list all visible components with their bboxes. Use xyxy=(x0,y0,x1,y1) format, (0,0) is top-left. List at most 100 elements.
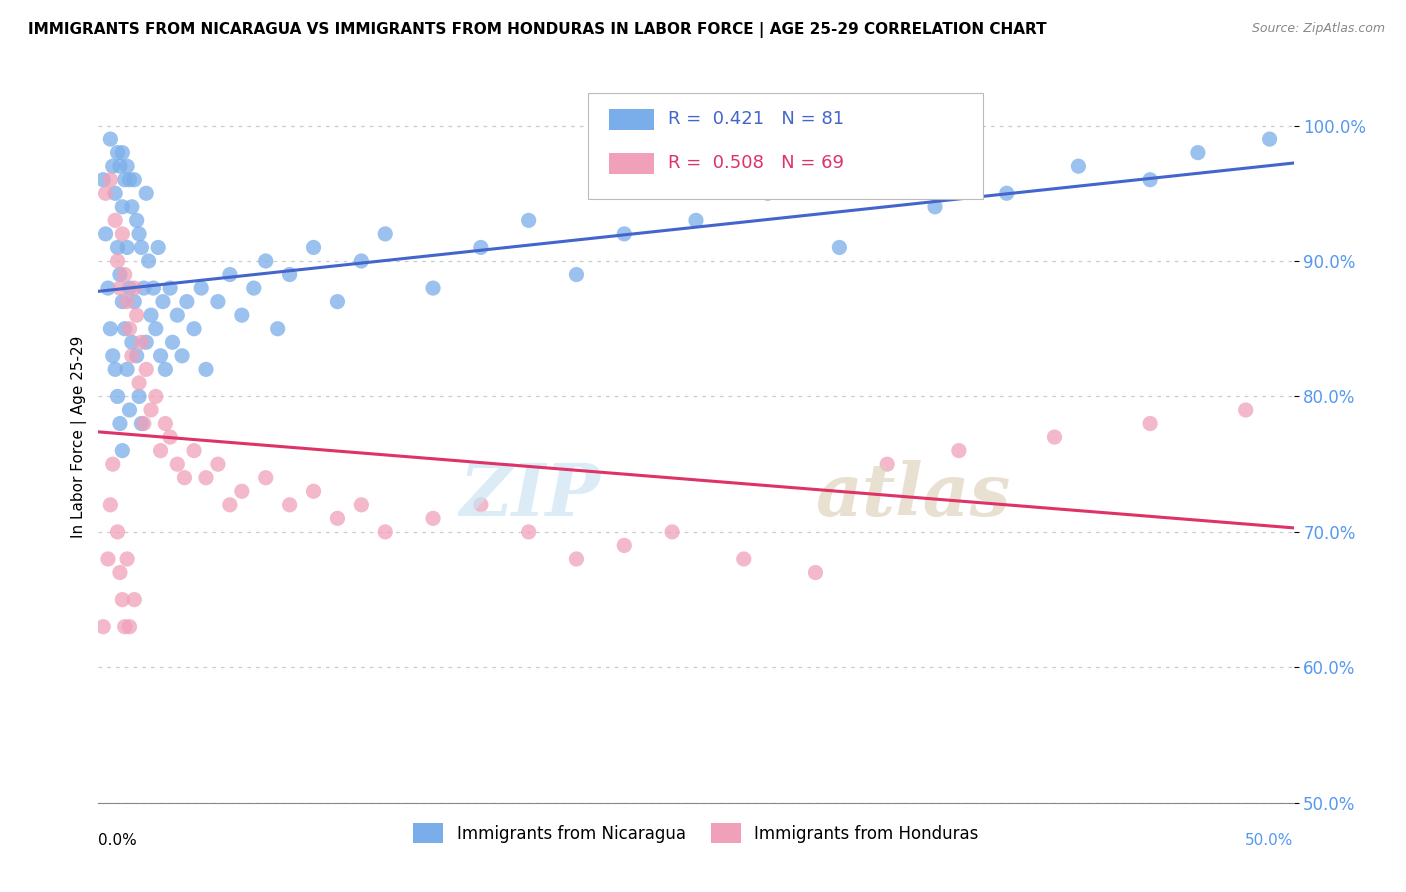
Point xyxy=(104,186,127,201)
Point xyxy=(138,254,160,268)
Point xyxy=(149,443,172,458)
Point xyxy=(422,281,444,295)
Point xyxy=(114,620,136,634)
FancyBboxPatch shape xyxy=(609,153,654,174)
Point xyxy=(94,227,117,241)
Point xyxy=(207,294,229,309)
Point xyxy=(1234,403,1257,417)
Point xyxy=(128,227,150,241)
Point xyxy=(101,159,124,173)
Point xyxy=(125,308,148,322)
Point xyxy=(374,524,396,539)
Point xyxy=(101,349,124,363)
Point xyxy=(828,240,851,254)
Point xyxy=(155,362,177,376)
Point xyxy=(948,443,970,458)
Point xyxy=(350,254,373,268)
Point xyxy=(111,200,134,214)
Point xyxy=(470,240,492,254)
Point xyxy=(98,498,122,512)
Point xyxy=(159,430,181,444)
Text: R =  0.508   N = 69: R = 0.508 N = 69 xyxy=(668,153,845,172)
Point xyxy=(91,620,114,634)
Point xyxy=(162,335,184,350)
Point xyxy=(128,389,150,403)
Text: 50.0%: 50.0% xyxy=(1246,833,1294,848)
Point xyxy=(131,335,153,350)
Point xyxy=(98,132,122,146)
Point xyxy=(139,403,162,417)
Point xyxy=(101,457,124,471)
Point xyxy=(114,322,136,336)
Point xyxy=(195,362,218,376)
Point xyxy=(142,281,165,295)
Point xyxy=(135,335,157,350)
FancyBboxPatch shape xyxy=(589,94,983,200)
Point xyxy=(135,186,157,201)
Point xyxy=(97,552,120,566)
Point xyxy=(107,389,129,403)
Point xyxy=(254,471,277,485)
Point xyxy=(219,498,242,512)
Point xyxy=(97,281,120,295)
Point xyxy=(565,552,588,566)
Point xyxy=(756,186,779,201)
Point xyxy=(118,281,141,295)
Point xyxy=(91,172,114,186)
Point xyxy=(1067,159,1090,173)
Point xyxy=(190,281,212,295)
Point xyxy=(125,213,148,227)
Point xyxy=(302,484,325,499)
Point xyxy=(131,240,153,254)
Point xyxy=(115,552,138,566)
Point xyxy=(613,538,636,552)
Point xyxy=(108,159,131,173)
Point xyxy=(121,335,143,350)
Point xyxy=(115,362,138,376)
Point xyxy=(685,213,707,227)
FancyBboxPatch shape xyxy=(609,110,654,130)
Point xyxy=(131,417,153,431)
Point xyxy=(470,498,492,512)
Text: Source: ZipAtlas.com: Source: ZipAtlas.com xyxy=(1251,22,1385,36)
Point xyxy=(114,268,136,282)
Point xyxy=(1187,145,1209,160)
Point xyxy=(231,308,253,322)
Point xyxy=(124,592,146,607)
Point xyxy=(145,389,167,403)
Text: atlas: atlas xyxy=(815,460,1011,531)
Point xyxy=(278,268,301,282)
Point xyxy=(118,620,141,634)
Point xyxy=(1139,172,1161,186)
Point xyxy=(195,471,218,485)
Point xyxy=(118,322,141,336)
Point xyxy=(118,403,141,417)
Point xyxy=(155,417,177,431)
Point xyxy=(278,498,301,512)
Point xyxy=(121,349,143,363)
Point xyxy=(107,145,129,160)
Point xyxy=(108,268,131,282)
Point xyxy=(804,566,827,580)
Text: ZIP: ZIP xyxy=(460,460,600,531)
Point xyxy=(104,213,127,227)
Point xyxy=(111,145,134,160)
Point xyxy=(302,240,325,254)
Legend: Immigrants from Nicaragua, Immigrants from Honduras: Immigrants from Nicaragua, Immigrants fr… xyxy=(406,817,986,849)
Point xyxy=(254,254,277,268)
Point xyxy=(207,457,229,471)
Point xyxy=(132,417,155,431)
Point xyxy=(1043,430,1066,444)
Point xyxy=(125,349,148,363)
Point xyxy=(733,552,755,566)
Point xyxy=(876,457,898,471)
Point xyxy=(326,294,349,309)
Point xyxy=(108,281,131,295)
Point xyxy=(124,172,146,186)
Point xyxy=(1139,417,1161,431)
Point xyxy=(108,417,131,431)
Point xyxy=(565,268,588,282)
Point xyxy=(115,240,138,254)
Point xyxy=(148,240,170,254)
Point xyxy=(139,308,162,322)
